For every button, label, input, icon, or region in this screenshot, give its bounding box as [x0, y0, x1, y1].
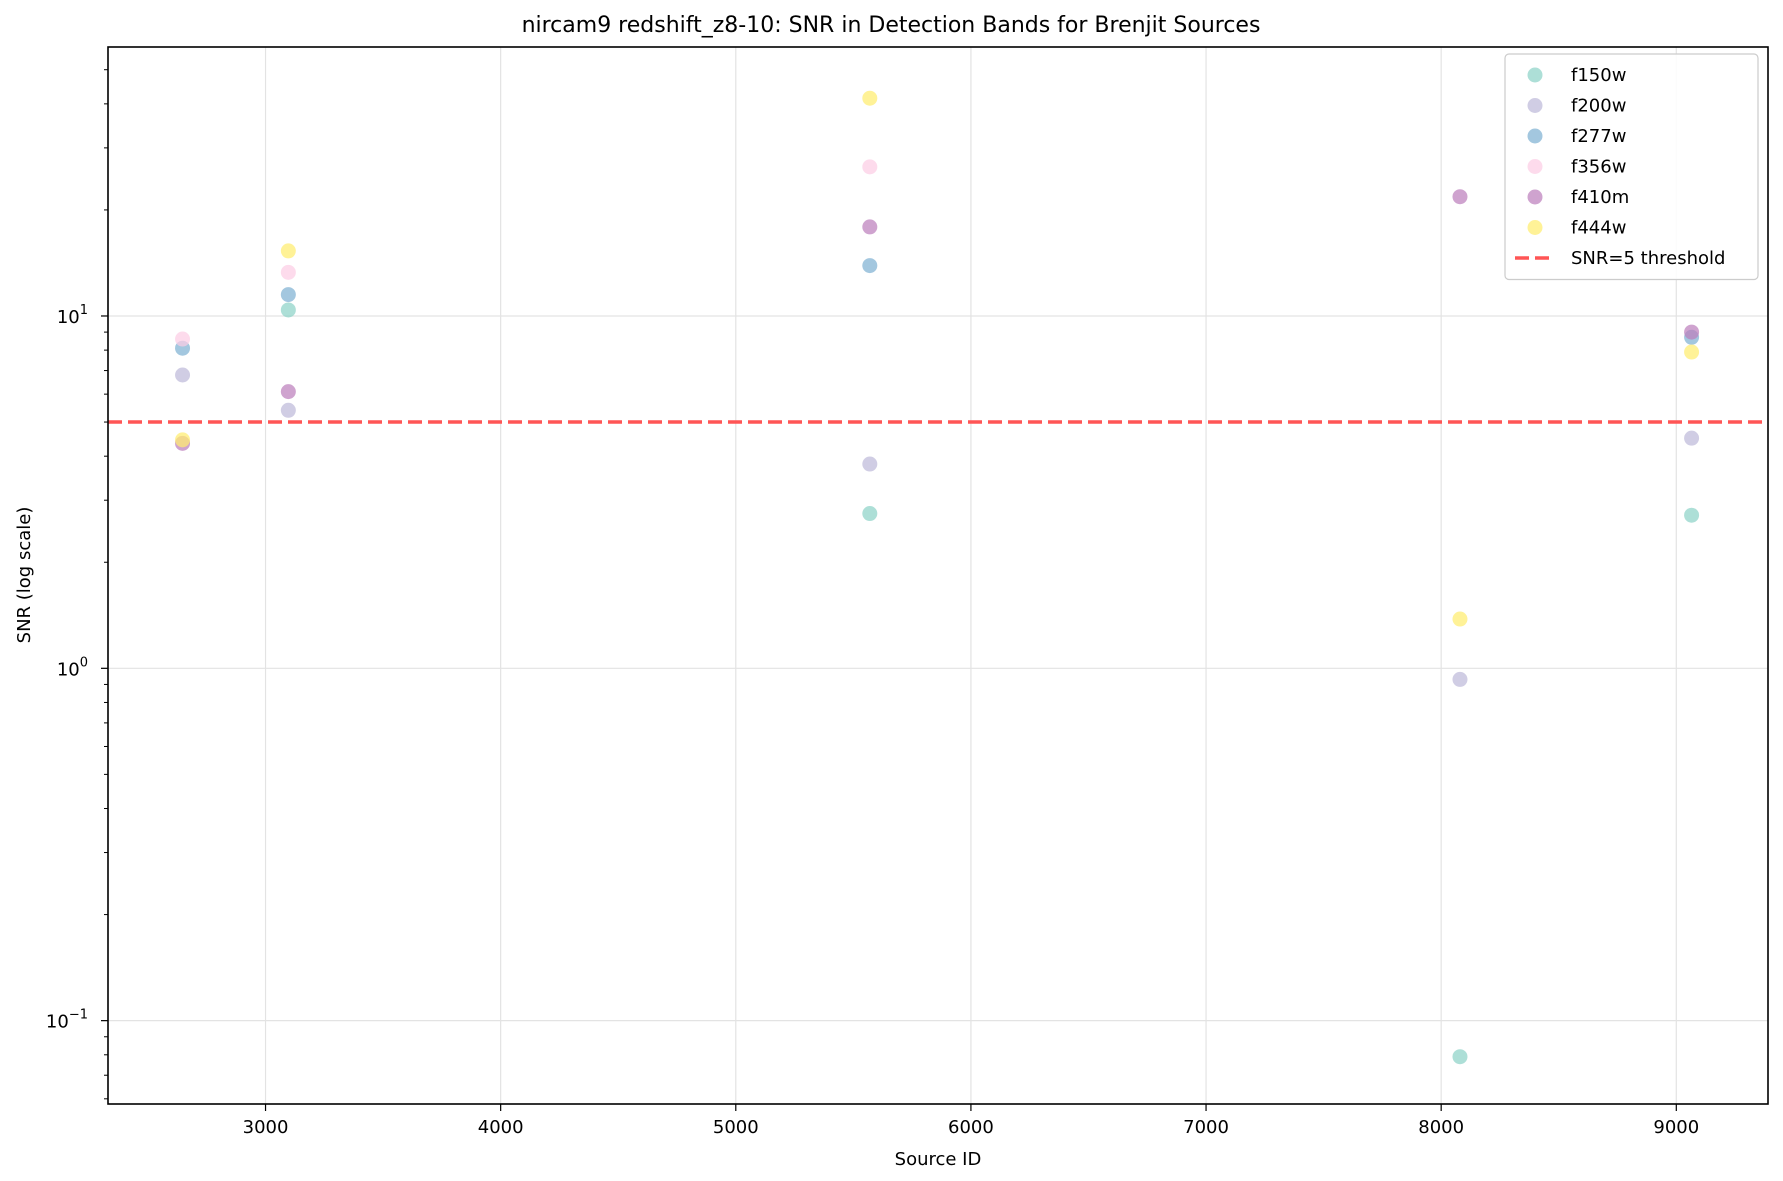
- legend: f150w f200w f277w f356w f410m f444w SNR=5 thre…: [1504, 53, 1759, 281]
- point-f200w: [1452, 671, 1468, 687]
- point-f277w: [862, 258, 878, 274]
- point-f410m: [1684, 324, 1700, 340]
- point-f356w: [862, 159, 878, 175]
- legend-label: SNR=5 threshold: [1571, 248, 1725, 269]
- point-f444w: [175, 432, 191, 448]
- point-f410m: [1452, 189, 1468, 205]
- x-tick-label: 5000: [713, 1117, 759, 1138]
- x-axis-label: Source ID: [895, 1149, 982, 1170]
- point-f410m: [862, 219, 878, 235]
- point-f444w: [1684, 344, 1700, 360]
- legend-label: f444w: [1571, 218, 1626, 239]
- legend-label: f150w: [1571, 65, 1626, 86]
- x-tick-label: 8000: [1418, 1117, 1464, 1138]
- grid-lines: [108, 47, 1768, 1104]
- point-f200w: [1684, 430, 1700, 446]
- point-f410m: [280, 384, 296, 400]
- point-f200w: [175, 367, 191, 383]
- point-f200w: [862, 456, 878, 472]
- legend-marker-f444w: [1527, 220, 1543, 235]
- point-f356w: [175, 331, 191, 347]
- point-f150w: [1684, 507, 1700, 523]
- point-f200w: [280, 402, 296, 418]
- x-tick-label: 4000: [478, 1117, 524, 1138]
- legend-marker-f200w: [1527, 98, 1543, 113]
- x-tick-label: 7000: [1183, 1117, 1229, 1138]
- point-f444w: [862, 90, 878, 106]
- y-axis-label: SNR (log scale): [14, 507, 35, 644]
- data-points: [175, 90, 1700, 1065]
- plot-frame: [107, 46, 1769, 1105]
- point-f444w: [1452, 611, 1468, 627]
- chart-title: nircam9 redshift_z8-10: SNR in Detection…: [522, 13, 1261, 38]
- legend-marker-f150w: [1527, 67, 1543, 83]
- point-f150w: [862, 506, 878, 522]
- legend-label: f410m: [1571, 187, 1629, 208]
- x-axis-ticks: 3000 4000 5000 6000 7000 8000 9000: [243, 1104, 1699, 1138]
- point-f150w: [1452, 1049, 1468, 1065]
- point-f356w: [280, 264, 296, 280]
- legend-label: f356w: [1571, 157, 1626, 178]
- legend-marker-f410m: [1527, 189, 1543, 205]
- point-f444w: [280, 243, 296, 259]
- x-tick-label: 6000: [948, 1117, 994, 1138]
- legend-label: f277w: [1571, 126, 1626, 147]
- point-f277w: [280, 287, 296, 303]
- point-f150w: [280, 302, 296, 318]
- x-tick-label: 9000: [1653, 1117, 1699, 1138]
- legend-marker-f277w: [1527, 128, 1543, 144]
- x-tick-label: 3000: [243, 1117, 289, 1138]
- legend-box: [1504, 53, 1759, 281]
- legend-label: f200w: [1571, 96, 1626, 117]
- legend-marker-f356w: [1527, 159, 1543, 174]
